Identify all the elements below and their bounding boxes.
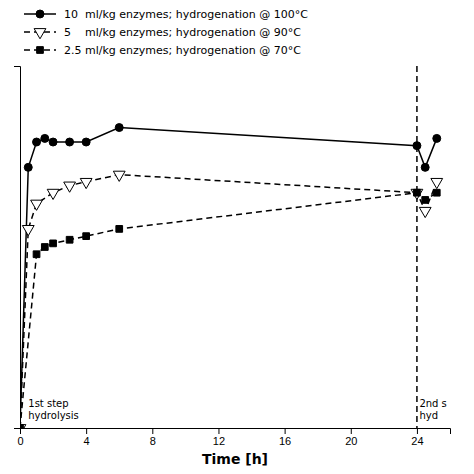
x-tick: 24 [411, 428, 423, 447]
series-point [22, 226, 34, 236]
series-point [433, 189, 440, 196]
legend-label: 2.5 ml/kg enzymes; hydrogenation @ 70°C [64, 44, 301, 57]
plot-area: 0 4 8 12 16 20 24 1st stephydrolysis 2nd shyd [14, 66, 451, 447]
legend-label: 10 ml/kg enzymes; hydrogenation @ 100°C [64, 8, 308, 21]
legend-item: 5 ml/kg enzymes; hydrogenation @ 90°C [24, 26, 301, 39]
series-line [20, 193, 437, 428]
series-point [433, 134, 441, 142]
series-point [421, 163, 429, 171]
y-axis [14, 67, 21, 429]
x-tick: 16 [279, 428, 291, 447]
series-point [41, 134, 49, 142]
x-tick-mark [86, 428, 87, 434]
x-tick-mark [285, 428, 286, 434]
series-point [47, 189, 59, 199]
series-point [31, 200, 43, 210]
series-point [20, 424, 24, 428]
series-line [20, 175, 437, 428]
series-point [66, 138, 74, 146]
x-tick-label: 0 [17, 435, 23, 447]
series-point [20, 425, 26, 428]
series-point [82, 138, 90, 146]
legend: 10 ml/kg enzymes; hydrogenation @ 100°C 5… [24, 8, 308, 57]
x-tick-label: 20 [345, 435, 357, 447]
data-layer [20, 66, 443, 428]
x-axis: 0 4 8 12 16 20 24 [17, 428, 450, 447]
vertical-line [416, 66, 418, 428]
legend-label: 5 ml/kg enzymes; hydrogenation @ 90°C [64, 26, 301, 39]
x-tick-label: 16 [279, 435, 291, 447]
series-point [80, 178, 92, 188]
series-point [66, 236, 73, 243]
series-point [116, 226, 123, 233]
x-tick-label: 4 [84, 435, 90, 447]
x-tick-label: 12 [213, 435, 225, 447]
x-tick-mark [218, 428, 219, 434]
series-point [411, 189, 423, 199]
series-point [414, 189, 421, 196]
series-point [20, 425, 23, 428]
legend-marker [36, 10, 44, 18]
chart: 0 4 8 12 16 20 24 1st stephydrolysis 2nd shyd Tim… [0, 0, 474, 474]
x-axis-line [21, 429, 451, 435]
legend-item: 10 ml/kg enzymes; hydrogenation @ 100°C [24, 8, 308, 21]
annotation: 1st stephydrolysis [28, 398, 79, 421]
series-point [64, 182, 76, 192]
x-tick-label: 8 [150, 435, 156, 447]
series-point [422, 197, 429, 204]
series-point [33, 138, 41, 146]
x-tick-mark [351, 428, 352, 434]
legend-marker [34, 29, 46, 39]
legend-marker [37, 47, 44, 54]
series-point [49, 138, 57, 146]
x-tick-mark [152, 428, 153, 434]
legend-item: 2.5 ml/kg enzymes; hydrogenation @ 70°C [24, 44, 301, 57]
series-point [33, 251, 40, 258]
series-point [413, 142, 421, 150]
series-point [431, 178, 443, 188]
series-point [419, 207, 431, 217]
x-tick: 8 [150, 428, 156, 447]
x-tick-mark [417, 428, 418, 434]
series-point [50, 240, 57, 247]
series-point [41, 244, 48, 251]
series-point [24, 163, 32, 171]
x-tick: 4 [84, 428, 90, 447]
series-point [115, 124, 123, 132]
series-line [20, 128, 437, 428]
x-axis-title: Time [h] [202, 451, 268, 467]
y-axis-line [14, 67, 21, 429]
x-tick: 20 [345, 428, 357, 447]
x-tick: 12 [213, 428, 225, 447]
series-point [83, 233, 90, 240]
x-tick-label: 24 [411, 435, 423, 447]
annotation: 2nd shyd [419, 398, 446, 421]
x-tick: 0 [17, 428, 23, 447]
series-point [113, 171, 125, 181]
